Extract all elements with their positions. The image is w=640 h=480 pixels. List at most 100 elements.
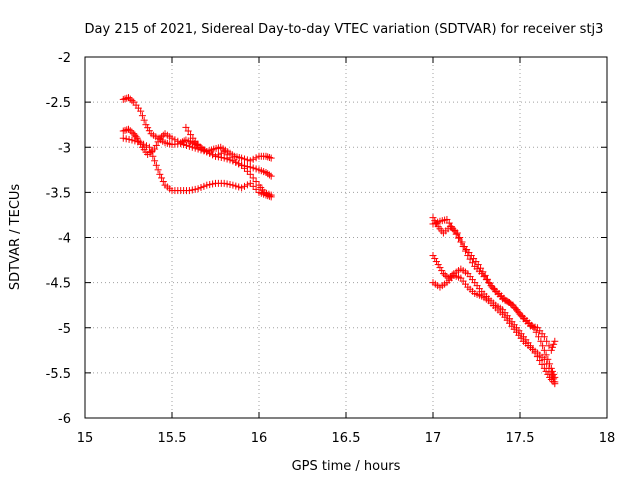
data-point-marker bbox=[448, 223, 456, 231]
data-point-marker bbox=[229, 181, 237, 189]
data-point-marker bbox=[238, 184, 246, 192]
data-point-marker bbox=[246, 179, 254, 187]
data-point-marker bbox=[142, 121, 150, 129]
data-point-marker bbox=[126, 95, 134, 103]
data-point-marker bbox=[543, 360, 551, 368]
data-point-marker bbox=[243, 163, 251, 171]
y-tick-label: -5 bbox=[58, 322, 71, 337]
y-tick-labels: -6 -5.5 -5 -4.5 -4 -3.5 -3 -2.5 -2 bbox=[46, 51, 71, 427]
data-point-marker bbox=[171, 136, 179, 144]
data-point-marker bbox=[267, 154, 275, 162]
y-tick-label: -3.5 bbox=[46, 186, 71, 201]
data-point-marker bbox=[265, 153, 273, 161]
data-point-marker bbox=[217, 149, 225, 157]
chart-title: Day 215 of 2021, Sidereal Day-to-day VTE… bbox=[85, 22, 604, 37]
data-point-marker bbox=[183, 141, 190, 149]
data-point-marker bbox=[138, 112, 146, 120]
data-point-marker bbox=[457, 238, 465, 246]
data-point-marker bbox=[443, 215, 451, 223]
y-tick-label: -6 bbox=[58, 412, 71, 427]
data-point-marker bbox=[185, 187, 193, 195]
data-point-marker bbox=[140, 140, 148, 148]
data-point-marker bbox=[436, 264, 444, 272]
data-point-marker bbox=[542, 351, 550, 359]
data-point-marker bbox=[187, 131, 195, 139]
y-tick-label: -4 bbox=[58, 232, 71, 247]
data-point-marker bbox=[140, 116, 148, 124]
x-tick-labels: 15 15.5 16 16.5 17 17.5 18 bbox=[77, 431, 616, 446]
series-track-g bbox=[429, 252, 559, 388]
grid-lines bbox=[85, 57, 607, 418]
data-point-marker bbox=[252, 178, 260, 186]
data-point-marker bbox=[461, 247, 469, 255]
data-point-marker bbox=[434, 261, 442, 269]
data-point-marker bbox=[209, 180, 217, 188]
data-point-marker bbox=[468, 259, 476, 267]
data-point-marker bbox=[540, 355, 548, 363]
data-point-marker bbox=[159, 178, 167, 186]
series-track-c bbox=[119, 134, 275, 201]
data-point-marker bbox=[235, 160, 243, 168]
data-point-marker bbox=[197, 184, 205, 192]
data-point-marker bbox=[126, 127, 134, 135]
series-track-h bbox=[429, 271, 559, 386]
data-point-marker bbox=[131, 137, 139, 145]
data-point-marker bbox=[174, 137, 182, 145]
data-point-marker bbox=[125, 125, 132, 133]
data-point-marker bbox=[147, 148, 155, 156]
data-point-marker bbox=[547, 369, 555, 377]
data-point-marker bbox=[431, 255, 439, 263]
data-point-marker bbox=[249, 155, 257, 163]
data-point-marker bbox=[265, 192, 273, 200]
data-point-marker bbox=[137, 139, 145, 147]
x-tick-label: 18 bbox=[599, 431, 616, 446]
data-point-marker bbox=[149, 152, 157, 160]
y-tick-label: -5.5 bbox=[46, 367, 71, 382]
series-track-f bbox=[429, 215, 559, 354]
data-point-marker bbox=[122, 135, 130, 143]
x-tick-label: 16.5 bbox=[332, 431, 361, 446]
data-point-marker bbox=[545, 364, 553, 372]
data-point-marker bbox=[144, 124, 152, 132]
series-track-d bbox=[182, 123, 275, 165]
x-tick-label: 17 bbox=[425, 431, 442, 446]
data-point-marker bbox=[200, 182, 208, 190]
data-point-marker bbox=[191, 185, 199, 193]
x-tick-label: 16 bbox=[251, 431, 268, 446]
data-point-marker bbox=[243, 181, 251, 189]
data-point-marker bbox=[203, 181, 211, 189]
data-point-marker bbox=[184, 127, 192, 135]
data-point-marker bbox=[464, 252, 472, 260]
data-point-marker bbox=[223, 180, 231, 188]
data-point-marker bbox=[249, 174, 257, 182]
data-point-marker bbox=[212, 152, 219, 160]
data-point-marker bbox=[238, 154, 246, 162]
data-point-marker bbox=[128, 136, 136, 144]
x-tick-label: 15 bbox=[77, 431, 94, 446]
data-point-marker bbox=[267, 172, 275, 180]
data-point-marker bbox=[152, 161, 160, 169]
data-point-marker bbox=[182, 123, 190, 131]
data-point-marker bbox=[151, 157, 159, 165]
y-tick-label: -4.5 bbox=[46, 277, 71, 292]
data-point-marker bbox=[119, 134, 127, 142]
data-point-marker bbox=[158, 133, 166, 141]
data-point-marker bbox=[550, 340, 558, 348]
data-point-marker bbox=[542, 367, 550, 375]
data-point-marker bbox=[158, 174, 166, 182]
x-axis-title: GPS time / hours bbox=[292, 459, 401, 474]
data-point-marker bbox=[450, 226, 458, 234]
data-point-marker bbox=[232, 158, 240, 166]
data-point-marker bbox=[540, 333, 548, 341]
data-point-marker bbox=[152, 141, 160, 149]
data-point-marker bbox=[142, 142, 150, 150]
data-point-marker bbox=[441, 271, 449, 279]
y-tick-label: -2 bbox=[58, 51, 71, 66]
data-point-marker bbox=[252, 154, 260, 162]
data-point-marker bbox=[137, 107, 145, 115]
data-point-marker bbox=[154, 166, 162, 174]
data-point-marker bbox=[246, 163, 254, 171]
data-point-marker bbox=[241, 182, 248, 190]
data-point-marker bbox=[481, 271, 489, 279]
data-point-marker bbox=[177, 139, 185, 147]
